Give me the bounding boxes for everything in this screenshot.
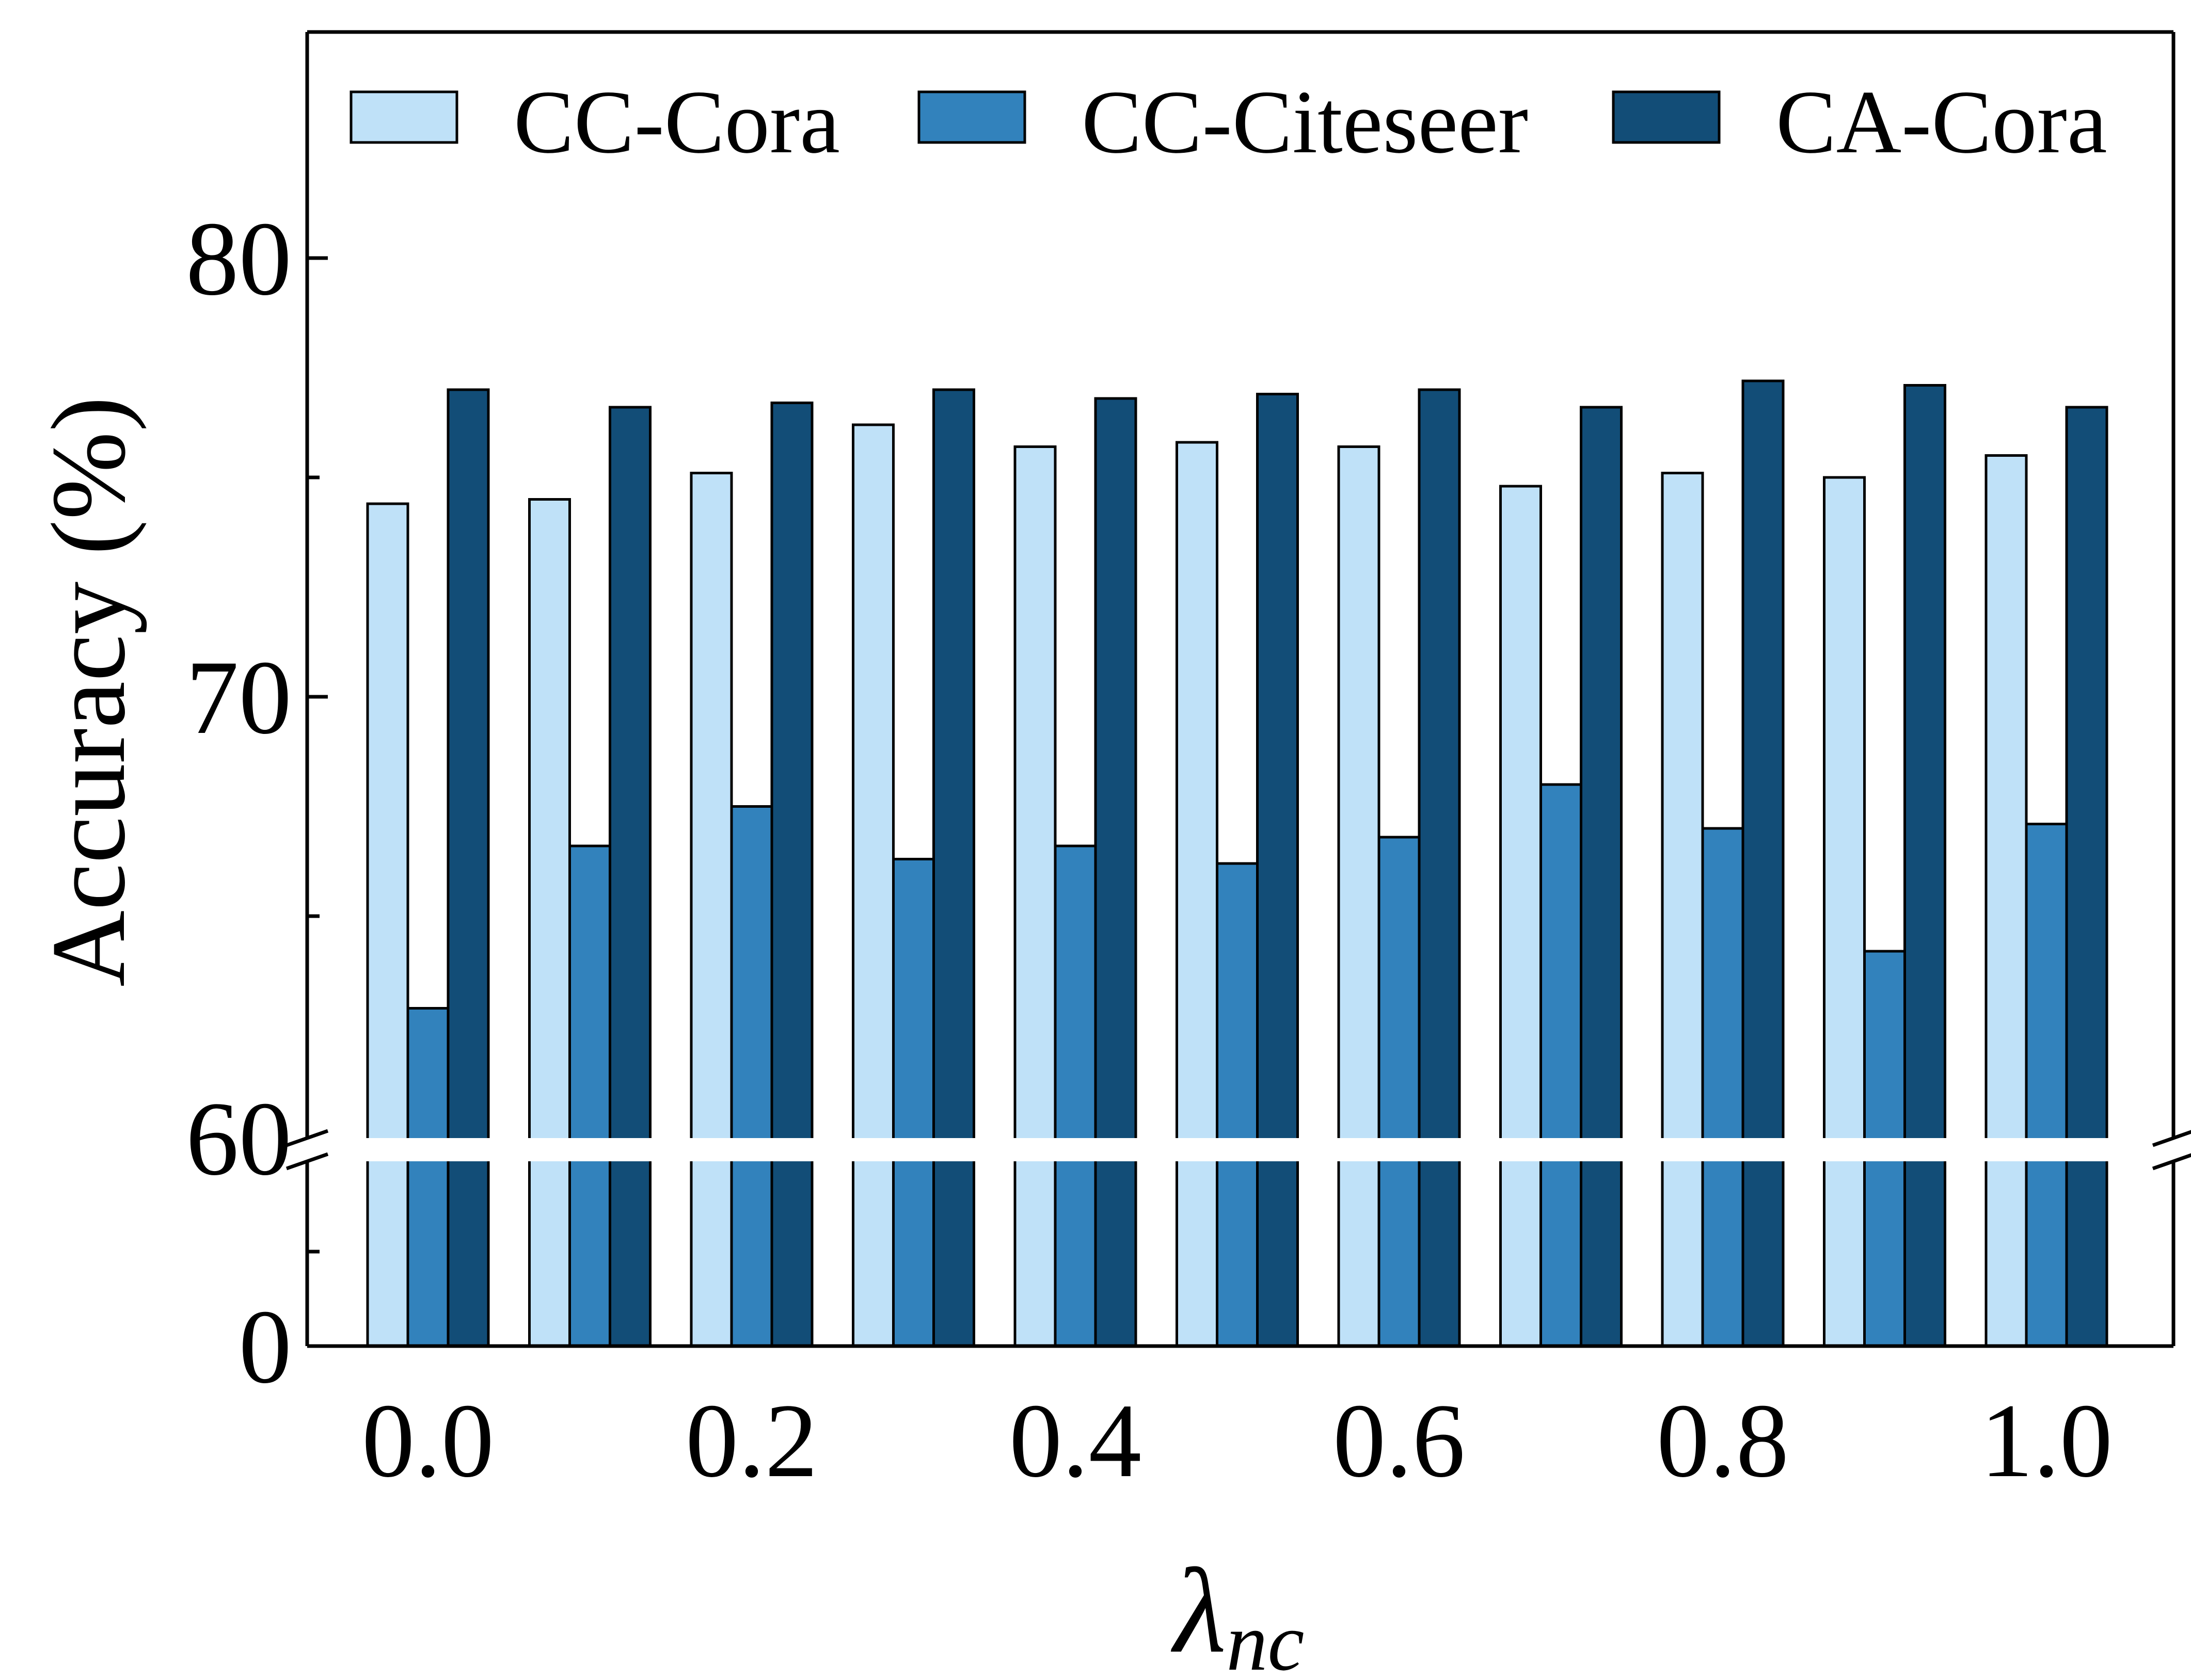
legend: CC-Cora CC-Citeseer CA-Cora [350,72,2107,172]
bar-ca-cora-0.4 [1094,397,1137,1348]
legend-swatch [350,90,458,144]
legend-label: CC-Citeseer [1082,72,1528,172]
y-axis-title: Accuracy (%) [30,396,147,987]
bar-cc-cora-0.8 [1661,472,1704,1348]
legend-label: CC-Cora [514,72,840,172]
bar-ca-cora-0.9 [1903,384,1946,1348]
bar-cc-cora-0.2 [690,472,733,1348]
bar-cc-cora-0.7 [1499,485,1542,1348]
y-tick-label-60: 60 [186,1080,292,1197]
bar-ca-cora-0.8 [1741,379,1785,1348]
legend-label: CA-Cora [1776,72,2107,172]
bar-cc-citeseer-0.3 [892,858,935,1348]
bar-cc-citeseer-0.5 [1216,862,1259,1348]
axis-break-gap [292,1138,2189,1161]
bars-layer [366,379,2108,1348]
x-axis-title-sub: nc [1226,1596,1304,1680]
bar-cc-citeseer-0.6 [1377,836,1421,1348]
bar-ca-cora-1.0 [2065,406,2108,1348]
axes-layer [285,30,2191,1348]
legend-item-cc-citeseer: CC-Citeseer [917,72,1528,172]
bar-cc-citeseer-1.0 [2025,823,2068,1348]
x-tick-label-0.8: 0.8 [1657,1382,1789,1499]
axis-break-mark [2152,1153,2191,1171]
series-ca-cora [447,379,2108,1348]
bar-cc-cora-0.4 [1013,445,1057,1348]
bar-cc-citeseer-0.7 [1539,783,1582,1348]
bar-ca-cora-0.0 [447,388,490,1348]
x-axis-title-main: λ [1171,1544,1227,1678]
bar-cc-citeseer-0.8 [1701,827,1744,1348]
y-tick-label-0: 0 [239,1288,292,1405]
y-tick-label-70: 70 [186,639,292,756]
legend-swatch [1612,90,1721,144]
legend-item-ca-cora: CA-Cora [1612,72,2107,172]
bar-ca-cora-0.7 [1580,406,1623,1348]
bar-cc-cora-0.5 [1176,441,1218,1348]
bar-ca-cora-0.2 [770,402,814,1348]
bar-cc-citeseer-0.2 [730,805,773,1348]
x-ticks: 0.0 0.2 0.4 0.6 0.8 1.0 [362,1382,2113,1499]
x-tick-label-0.0: 0.0 [362,1382,494,1499]
bar-cc-citeseer-0.4 [1054,844,1097,1348]
bar-cc-cora-0.1 [528,498,571,1348]
x-tick-label-1.0: 1.0 [1980,1382,2113,1499]
legend-swatch [917,90,1026,144]
bar-ca-cora-0.3 [932,388,975,1348]
legend-item-cc-cora: CC-Cora [350,72,840,172]
series-cc-cora [366,423,2028,1348]
axis-break-mark [285,1152,329,1171]
bar-cc-citeseer-0.1 [568,844,611,1348]
bar-cc-cora-0.6 [1337,445,1380,1348]
bar-cc-citeseer-0.0 [406,1007,450,1348]
bar-ca-cora-0.5 [1256,393,1299,1348]
bar-ca-cora-0.6 [1418,388,1461,1348]
axis-break-mark [285,1129,329,1147]
x-tick-label-0.6: 0.6 [1333,1382,1465,1499]
bar-cc-cora-1.0 [1984,454,2028,1348]
bar-cc-cora-0.0 [366,502,409,1348]
bar-cc-cora-0.9 [1823,476,1866,1348]
bar-ca-cora-0.1 [609,406,652,1348]
x-tick-label-0.4: 0.4 [1009,1382,1141,1499]
x-tick-label-0.2: 0.2 [686,1382,818,1499]
y-tick-label-80: 80 [186,200,292,317]
y-ticks: 0 60 70 80 [186,200,328,1405]
series-cc-citeseer [406,783,2068,1348]
axis-break-mark [2152,1130,2191,1147]
x-axis-title: λnc [1171,1544,1305,1680]
bar-cc-cora-0.3 [852,423,895,1348]
